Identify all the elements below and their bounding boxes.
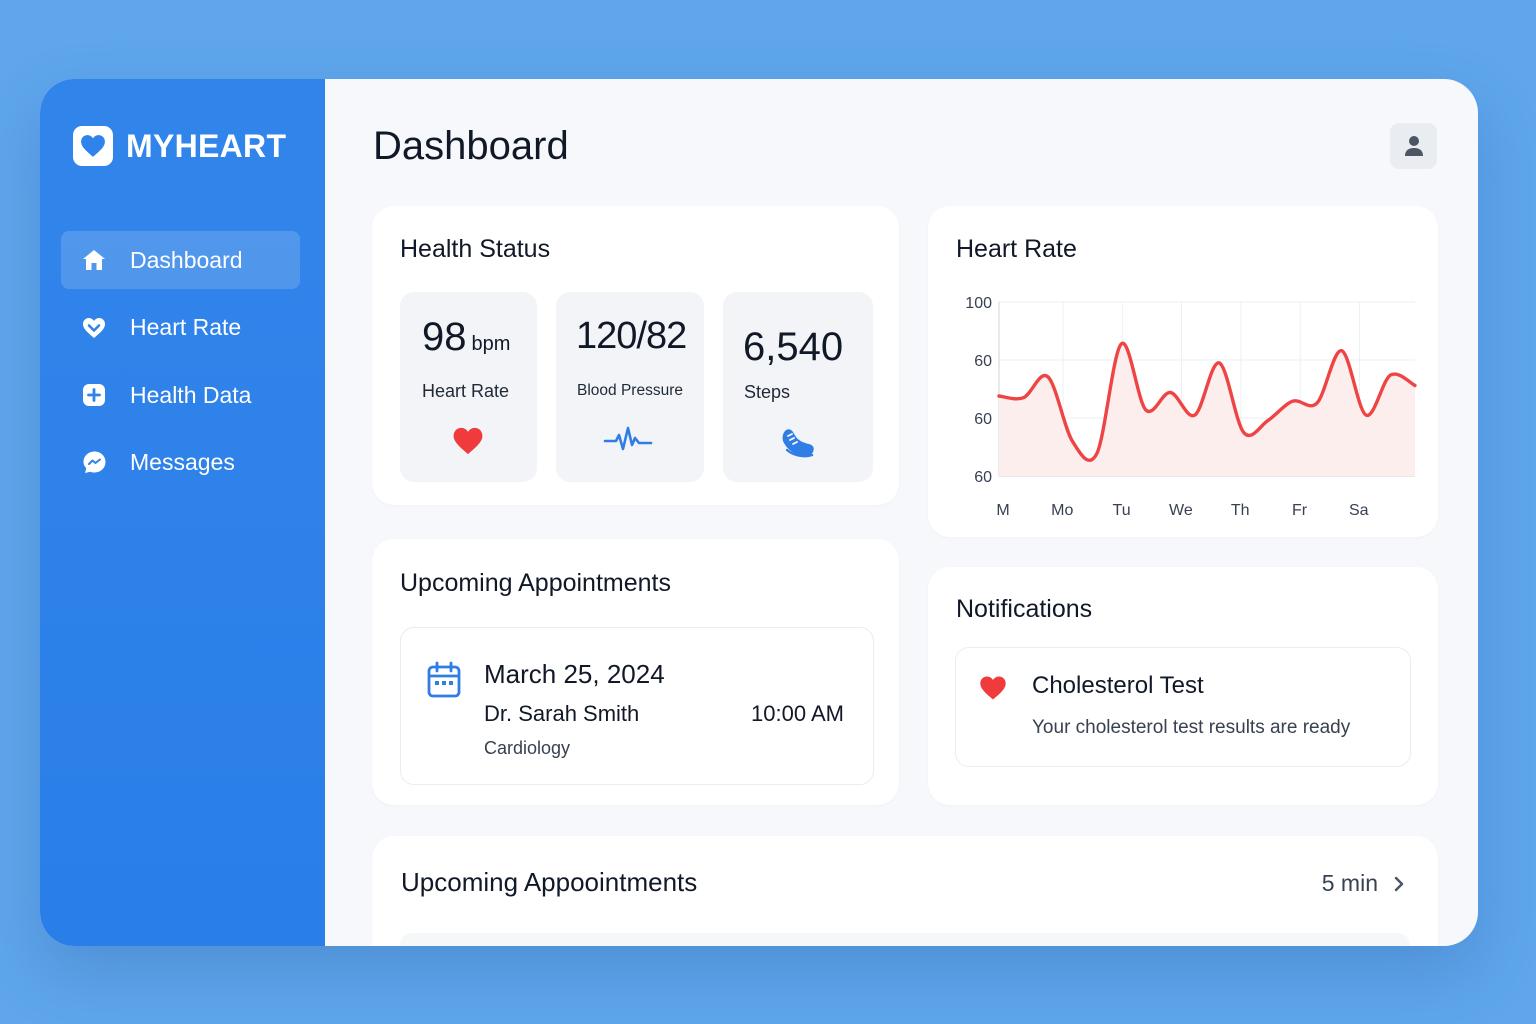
plus-square-icon: [81, 382, 107, 408]
page-title: Dashboard: [373, 124, 569, 168]
chart-x-tick-label: Mo: [1051, 502, 1073, 519]
appointment-doctor: Dr. Sarah Smith: [484, 701, 640, 726]
sidebar-item-messages[interactable]: Messages: [61, 434, 300, 492]
chart-series-line: [997, 341, 1417, 462]
bottom-section-meta: 5 min: [1321, 870, 1378, 896]
sidebar-item-label: Messages: [130, 449, 235, 475]
brand-name: MYHEART: [126, 127, 287, 164]
metric-label: Steps: [744, 382, 791, 402]
sidebar-item-heart-rate[interactable]: Heart Rate: [61, 299, 300, 357]
pulse-icon: [603, 424, 653, 459]
health-status-card: Health Status 98 bpm Heart Rate 120/82 Bl…: [372, 206, 899, 505]
heart-rate-chart: 100 60 60 60 M Mo Tu We Th Fr Sa: [965, 295, 1417, 519]
chart-x-tick-label: Th: [1231, 502, 1250, 519]
appointments-card: Upcoming Appointments March 25, 2024 Dr.…: [372, 539, 899, 805]
metric-value: 98 bpm: [422, 315, 511, 359]
metric-value: 6,540: [743, 325, 844, 369]
bottom-appointments-card: Upcoming Appoointments 5 min: [372, 836, 1438, 946]
chart-y-tick-label: 60: [974, 353, 992, 370]
heart-logo-icon: [73, 126, 113, 166]
metric-value: 120/82: [576, 315, 687, 357]
metric-heart-rate[interactable]: 98 bpm Heart Rate: [400, 292, 537, 482]
main-content: Dashboard Health Status 98 bpm Heart Rate…: [325, 79, 1478, 946]
shoe-icon: [779, 425, 817, 464]
heart-icon: [451, 425, 485, 462]
user-icon: [1404, 136, 1423, 156]
card-title: Upcoming Appoointments: [401, 867, 698, 897]
sidebar-item-dashboard[interactable]: Dashboard: [61, 231, 300, 289]
metric-label: Heart Rate: [422, 381, 510, 401]
chevron-right-icon: [1394, 876, 1404, 891]
chart-x-tick-label: Sa: [1349, 502, 1369, 519]
bottom-section-link[interactable]: 5 min: [1322, 870, 1406, 897]
metric-steps[interactable]: 6,540 Steps: [723, 292, 873, 482]
notification-title: Cholesterol Test: [1032, 672, 1204, 699]
appointment-time: 10:00 AM: [751, 701, 844, 726]
chart-x-tick-label: Fr: [1292, 502, 1308, 519]
metric-unit: bpm: [471, 333, 511, 355]
chart-x-tick-label: M: [996, 502, 1009, 519]
appointment-department: Cardiology: [484, 738, 571, 758]
user-button[interactable]: [1390, 123, 1437, 169]
appointment-date: March 25, 2024: [484, 659, 665, 689]
home-icon: [81, 247, 107, 273]
heart-icon: [81, 315, 107, 341]
card-title: Heart Rate: [956, 235, 1077, 263]
card-title: Notifications: [956, 595, 1093, 623]
appointment-item[interactable]: March 25, 2024 Dr. Sarah Smith 10:00 AM …: [400, 627, 874, 785]
message-icon: [81, 450, 107, 476]
sidebar-item-label: Health Data: [130, 381, 252, 408]
chart-y-tick-label: 60: [974, 469, 992, 486]
sidebar: MYHEART Dashboard Heart Rate Health Data: [40, 79, 325, 946]
notification-item[interactable]: Cholesterol Test Your cholesterol test r…: [955, 647, 1411, 767]
chart-area-fill: [999, 343, 1415, 476]
sidebar-item-label: Heart Rate: [130, 314, 242, 340]
heart-icon: [978, 674, 1008, 707]
app-window: MYHEART Dashboard Heart Rate Health Data: [40, 79, 1478, 946]
list-item-preview: [400, 933, 1410, 946]
chart-x-tick-label: Tu: [1113, 502, 1131, 519]
sidebar-item-label: Dashboard: [130, 246, 243, 273]
card-title: Upcoming Appointments: [400, 569, 671, 597]
heart-rate-card: Heart Rate 100 60 60 60 M Mo Tu We Th Fr Sa: [928, 206, 1438, 537]
metric-blood-pressure[interactable]: 120/82 Blood Pressure: [556, 292, 704, 482]
brand[interactable]: MYHEART: [73, 126, 286, 166]
notification-message: Your cholesterol test results are ready: [1032, 717, 1351, 738]
chart-y-tick-label: 100: [965, 295, 992, 312]
notifications-card: Notifications Cholesterol Test Your chol…: [928, 567, 1438, 805]
sidebar-item-health-data[interactable]: Health Data: [61, 366, 300, 424]
chart-x-tick-label: We: [1169, 502, 1193, 519]
sidebar-nav: Dashboard Heart Rate Health Data Message…: [61, 231, 300, 501]
card-title: Health Status: [400, 235, 551, 263]
chart-y-tick-label: 60: [974, 411, 992, 428]
metric-label: Blood Pressure: [577, 382, 683, 399]
calendar-icon: [427, 661, 461, 704]
